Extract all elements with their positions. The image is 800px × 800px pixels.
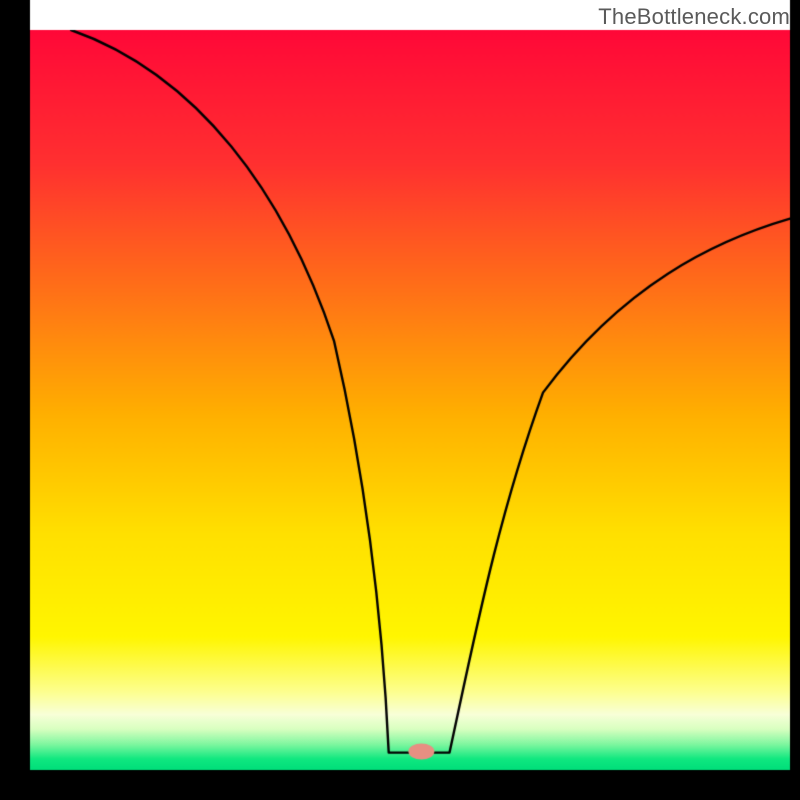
bottleneck-curve-chart: [0, 0, 800, 800]
chart-stage: TheBottleneck.com: [0, 0, 800, 800]
watermark-text: TheBottleneck.com: [598, 4, 790, 30]
